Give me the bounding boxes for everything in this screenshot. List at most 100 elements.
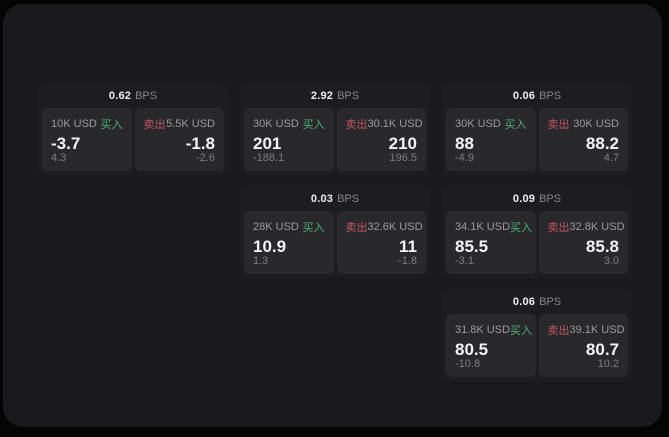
buy-panel[interactable]: 34.1K USD 买入 85.5 -3.1 — [446, 211, 536, 274]
buy-price: 80.5 — [455, 339, 489, 359]
sell-side-label: 卖出 — [547, 119, 570, 131]
sell-panel[interactable]: 卖出 32.8K USD 85.8 3.0 — [538, 211, 628, 274]
sell-delta: -1.8 — [398, 255, 417, 267]
buy-panel[interactable]: 30K USD 买入 201 -188.1 — [244, 108, 334, 171]
buy-side-label: 买入 — [100, 119, 123, 131]
card-body: 30K USD 买入 201 -188.1 卖出 30.1K USD 210 1… — [240, 105, 430, 175]
sell-size-label: 30.1K USD — [367, 118, 423, 130]
buy-panel-top: 28K USD 买入 — [253, 219, 325, 235]
buy-panel-top: 31.8K USD 买入 — [455, 322, 532, 338]
sell-panel[interactable]: 卖出 30.1K USD 210 196.5 — [336, 108, 426, 171]
sell-price: -1.8 — [185, 133, 215, 153]
sell-delta: 4.7 — [603, 152, 619, 164]
bps-unit-label: BPS — [337, 90, 360, 102]
quote-card: 0.62 BPS 10K USD 买入 -3.7 4.3 卖出 5.5K USD… — [38, 84, 228, 175]
buy-side-label: 买入 — [302, 119, 325, 131]
bps-value: 0.06 — [512, 296, 536, 308]
sell-panel[interactable]: 卖出 32.6K USD 11 -1.8 — [336, 211, 426, 274]
quote-card: 0.06 BPS 31.8K USD 买入 80.5 -10.8 卖出 39.1… — [442, 290, 632, 381]
bps-unit-label: BPS — [539, 193, 562, 205]
buy-delta: -188.1 — [253, 152, 285, 164]
buy-panel[interactable]: 30K USD 买入 88 -4.9 — [446, 108, 536, 171]
sell-price: 88.2 — [585, 133, 619, 153]
quote-card: 0.06 BPS 30K USD 买入 88 -4.9 卖出 30K USD 8… — [442, 84, 632, 175]
sell-side-label: 卖出 — [345, 222, 368, 234]
sell-side-label: 卖出 — [547, 222, 570, 234]
sell-size-label: 32.8K USD — [569, 221, 625, 233]
bps-value: 0.06 — [512, 90, 536, 102]
sell-size-label: 39.1K USD — [569, 324, 625, 336]
buy-price: -3.7 — [51, 133, 81, 153]
buy-side-label: 买入 — [510, 325, 533, 337]
card-body: 31.8K USD 买入 80.5 -10.8 卖出 39.1K USD 80.… — [442, 311, 632, 381]
buy-delta: 4.3 — [51, 152, 67, 164]
sell-panel-top: 卖出 32.6K USD — [345, 219, 423, 235]
card-header: 0.06 BPS — [442, 290, 632, 311]
buy-side-label: 买入 — [504, 119, 527, 131]
quote-card: 0.03 BPS 28K USD 买入 10.9 1.3 卖出 32.6K US… — [240, 187, 430, 278]
sell-side-label: 卖出 — [143, 119, 166, 131]
sell-price: 11 — [399, 236, 417, 256]
sell-side-label: 卖出 — [345, 119, 368, 131]
buy-panel[interactable]: 10K USD 买入 -3.7 4.3 — [42, 108, 132, 171]
sell-price: 210 — [388, 133, 417, 153]
buy-side-label: 买入 — [510, 222, 533, 234]
buy-size-label: 31.8K USD — [455, 324, 511, 336]
sell-size-label: 30K USD — [573, 118, 619, 130]
sell-delta: 196.5 — [389, 152, 417, 164]
buy-price: 201 — [253, 133, 282, 153]
sell-panel[interactable]: 卖出 5.5K USD -1.8 -2.6 — [134, 108, 224, 171]
sell-size-label: 5.5K USD — [166, 118, 215, 130]
buy-delta: -4.9 — [455, 152, 474, 164]
buy-panel[interactable]: 31.8K USD 买入 80.5 -10.8 — [446, 314, 536, 377]
buy-panel[interactable]: 28K USD 买入 10.9 1.3 — [244, 211, 334, 274]
sell-panel-top: 卖出 30.1K USD — [345, 116, 423, 132]
buy-price: 10.9 — [253, 236, 287, 256]
sell-panel[interactable]: 卖出 39.1K USD 80.7 10.2 — [538, 314, 628, 377]
bps-value: 0.09 — [512, 193, 536, 205]
cards-grid: 0.62 BPS 10K USD 买入 -3.7 4.3 卖出 5.5K USD… — [38, 84, 632, 381]
sell-panel-top: 卖出 39.1K USD — [547, 322, 625, 338]
sell-size-label: 32.6K USD — [367, 221, 423, 233]
card-header: 2.92 BPS — [240, 84, 430, 105]
buy-panel-top: 30K USD 买入 — [455, 116, 527, 132]
buy-side-label: 买入 — [302, 222, 325, 234]
sell-side-label: 卖出 — [547, 325, 570, 337]
sell-panel-top: 卖出 32.8K USD — [547, 219, 625, 235]
sell-delta: -2.6 — [196, 152, 215, 164]
bps-value: 0.62 — [108, 90, 132, 102]
bps-unit-label: BPS — [337, 193, 360, 205]
card-body: 34.1K USD 买入 85.5 -3.1 卖出 32.8K USD 85.8… — [442, 208, 632, 278]
buy-price: 85.5 — [455, 236, 489, 256]
buy-panel-top: 30K USD 买入 — [253, 116, 325, 132]
card-header: 0.62 BPS — [38, 84, 228, 105]
quote-card: 2.92 BPS 30K USD 买入 201 -188.1 卖出 30.1K … — [240, 84, 430, 175]
sell-panel-top: 卖出 30K USD — [548, 116, 620, 132]
buy-size-label: 30K USD — [455, 118, 501, 130]
bps-unit-label: BPS — [539, 90, 562, 102]
buy-delta: -3.1 — [455, 255, 474, 267]
sell-delta: 3.0 — [603, 255, 619, 267]
quote-card: 0.09 BPS 34.1K USD 买入 85.5 -3.1 卖出 32.8K… — [442, 187, 632, 278]
card-body: 30K USD 买入 88 -4.9 卖出 30K USD 88.2 4.7 — [442, 105, 632, 175]
card-body: 10K USD 买入 -3.7 4.3 卖出 5.5K USD -1.8 -2.… — [38, 105, 228, 175]
sell-panel-top: 卖出 5.5K USD — [144, 116, 216, 132]
sell-delta: 10.2 — [597, 358, 619, 370]
buy-size-label: 34.1K USD — [455, 221, 511, 233]
bps-value: 0.03 — [310, 193, 334, 205]
buy-size-label: 28K USD — [253, 221, 299, 233]
bps-value: 2.92 — [310, 90, 334, 102]
card-header: 0.09 BPS — [442, 187, 632, 208]
card-header: 0.03 BPS — [240, 187, 430, 208]
buy-panel-top: 10K USD 买入 — [51, 116, 123, 132]
buy-delta: -10.8 — [455, 358, 481, 370]
sell-panel[interactable]: 卖出 30K USD 88.2 4.7 — [538, 108, 628, 171]
sell-price: 85.8 — [585, 236, 619, 256]
main-container: 0.62 BPS 10K USD 买入 -3.7 4.3 卖出 5.5K USD… — [3, 4, 662, 427]
sell-price: 80.7 — [585, 339, 619, 359]
buy-delta: 1.3 — [253, 255, 269, 267]
buy-size-label: 30K USD — [253, 118, 299, 130]
buy-size-label: 10K USD — [51, 118, 97, 130]
card-header: 0.06 BPS — [442, 84, 632, 105]
